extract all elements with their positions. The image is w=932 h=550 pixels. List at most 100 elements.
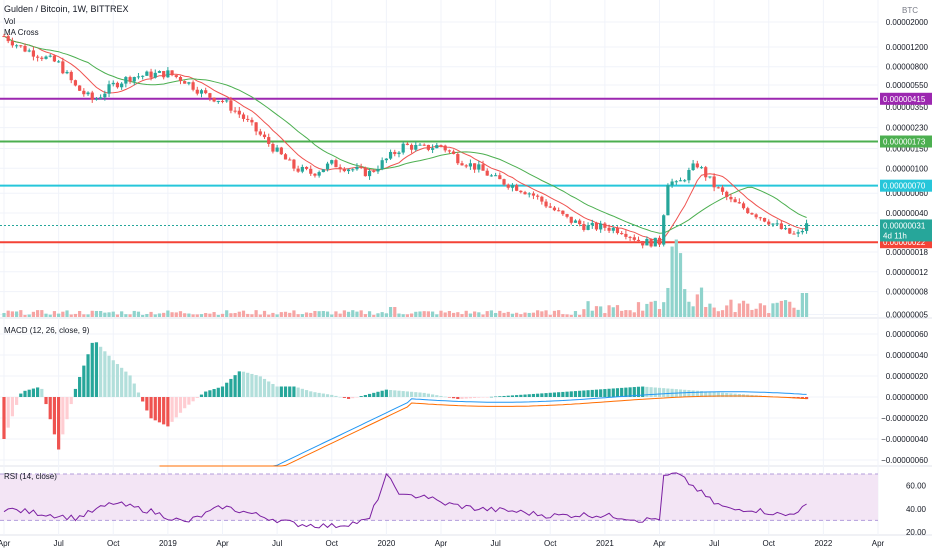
macd-histogram-bar [48,397,52,420]
time-tick-label: 2022 [814,539,832,548]
volume-bar [388,307,393,317]
volume-bar [468,313,473,317]
candle-body [422,144,426,146]
volume-bar [292,310,296,317]
macd-histogram-bar [452,397,456,399]
volume-bar [241,310,246,317]
macd-histogram-bar [430,394,435,397]
candle-body [430,148,435,150]
volume-bar [115,314,120,317]
candle-body [670,181,674,186]
volume-bar [632,312,636,317]
macd-histogram-bar [313,392,317,397]
macd-histogram-bar [611,388,615,397]
time-tick-label: Apr [872,539,885,548]
macd-line [159,391,807,467]
macd-histogram-bar [325,394,330,397]
macd-histogram-bar [52,397,57,435]
candle-body [401,143,405,153]
ma-cross-label[interactable]: MA Cross [4,28,39,37]
volume-bar [712,307,716,317]
macd-histogram-bar [666,388,670,397]
macd-histogram-bar [531,393,536,397]
candle-body [767,221,771,225]
time-tick-label: Jul [491,539,501,548]
macd-histogram-bar [620,387,624,397]
candle-body [157,71,162,73]
macd-histogram-bar [31,388,36,397]
candle-body [594,222,599,230]
time-tick-label: Apr [216,539,229,548]
macd-histogram-bar [86,354,90,397]
macd-histogram-bar [426,393,430,397]
last-price-tag [880,219,932,242]
candle-body [510,185,515,188]
candle-body [540,196,544,202]
candle-body [2,36,6,38]
candle-body [153,72,157,78]
time-tick-label: 2020 [377,539,395,548]
rsi-label[interactable]: RSI (14, close) [4,472,57,481]
vol-indicator-label[interactable]: Vol [4,17,16,26]
volume-bar [346,311,351,317]
macd-histogram-bar [330,394,334,397]
horizontal-levels[interactable] [0,97,878,244]
volume-bar [107,312,111,317]
volume-bar [565,314,569,317]
volume-bar [506,311,510,317]
candle-body [414,145,418,150]
macd-histogram-bar [418,392,422,397]
candle-body [31,50,36,57]
volume-bar [430,311,435,317]
macd-histogram-bar [149,397,153,419]
macd-histogram-bar [586,390,590,397]
macd-histogram-bar [267,381,271,397]
candle-body [199,90,204,94]
macd-histogram-bar [250,373,254,397]
macd-histogram-bar [254,375,258,397]
volume-bar [384,313,388,317]
volume-bar [422,311,426,317]
macd-histogram-bar [405,391,409,397]
macd-histogram-bar [494,396,498,398]
macd-histogram-bar [447,397,452,398]
macd-histogram-bar [527,394,531,397]
volume-bar [237,311,241,317]
volume-bar [796,309,800,317]
candle-body [544,201,548,207]
candle-body [485,170,489,176]
candle-body [632,237,636,240]
macd-histogram-bar [78,376,82,397]
price-tick-label: 0.00000040 [886,209,929,218]
macd-histogram-bar [99,346,103,397]
macd-tick-label: 0.00000040 [886,351,929,360]
candle-body [304,166,309,169]
volume-bar [729,299,733,317]
macd-histogram-bar [90,342,94,397]
candle-body [746,208,750,214]
candle-body [569,216,573,223]
volume-bar [708,303,712,317]
candle-body [178,76,183,82]
volume-bar [296,314,300,317]
candle-body [241,114,246,119]
volume-bar [498,310,502,317]
candle-body [107,84,111,94]
candle-body [187,82,191,84]
candle-body [124,77,128,84]
macd-histogram-bar [393,390,397,397]
time-tick-label: Oct [544,539,557,548]
volume-bar [653,300,657,317]
macd-histogram-bar [23,390,27,397]
volume-bar [372,314,376,317]
macd-histogram-bar [115,364,120,397]
macd-histogram-bar [443,396,447,398]
price-tick-label: 0.00000550 [886,81,929,90]
candle-body [237,110,241,115]
time-tick-label: 2019 [159,539,177,548]
macd-label[interactable]: MACD (12, 26, close, 9) [4,326,90,335]
macd-histogram-bar [271,383,275,397]
volume-bar [44,313,48,317]
candle-body [695,163,699,168]
